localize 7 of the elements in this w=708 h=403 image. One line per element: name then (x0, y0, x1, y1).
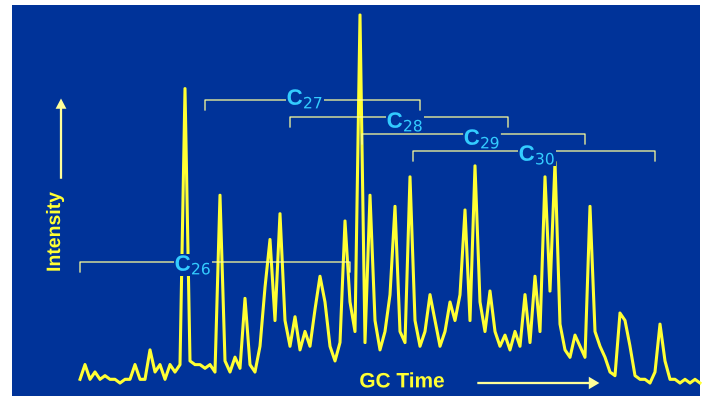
annotation: C$_{30}$ (520, 145, 554, 165)
x-axis-title: GC Time (360, 372, 444, 388)
annotation: C$_{28}$ (388, 112, 422, 132)
annotation: C$_{27}$ (288, 89, 322, 108)
annotation: C$_{26}$ (176, 255, 210, 275)
y-axis-title: Intensity (46, 192, 64, 271)
annotation: C$_{29}$ (464, 129, 498, 149)
